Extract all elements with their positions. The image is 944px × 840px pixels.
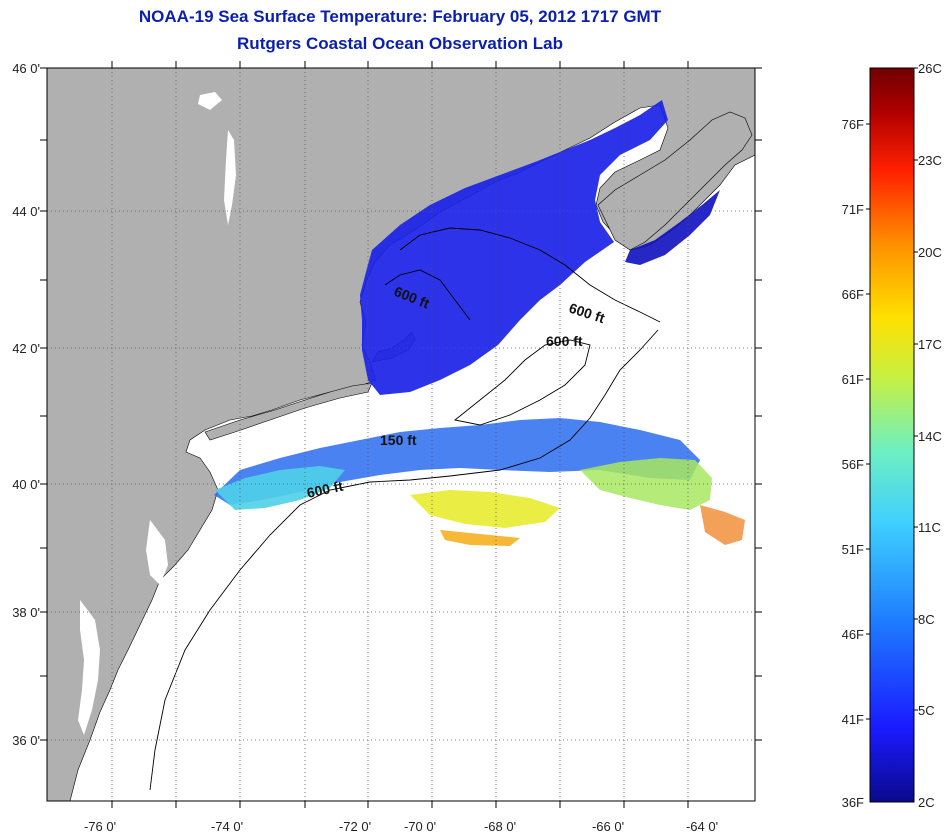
lon-label-66: -66 0' [592,819,624,834]
lon-label-68: -68 0' [484,819,516,834]
map-subtitle: Rutgers Coastal Ocean Observation Lab [237,34,563,53]
colorbar-f-label-51: 51F [842,542,864,557]
lat-label-38: 38 0' [12,605,40,620]
lat-label-40: 40 0' [12,477,40,492]
water-lake [198,92,222,110]
colorbar-f-label-41: 41F [842,712,864,727]
sst-colorbar [869,67,915,803]
lon-label-64: -64 0' [686,819,718,834]
water-lake-champlain [224,130,236,225]
sst-shelf-break-warm [215,466,345,510]
land-nova-scotia [597,111,753,251]
lat-label-36: 36 0' [12,733,40,748]
sst-south-of-cape-cod [214,418,700,505]
sst-warm-edge [440,530,520,546]
lat-label-44: 44 0' [12,204,40,219]
lon-label-74: -74 0' [211,819,243,834]
colorbar-f-label-56: 56F [842,457,864,472]
bathymetry-contours [149,227,661,791]
lat-label-46: 46 0' [12,61,40,76]
lon-label-76: -76 0' [84,819,116,834]
colorbar-f-label-36: 36F [842,795,864,810]
axis-ticks [40,61,762,808]
colorbar-f-label-76: 76F [842,117,864,132]
colorbar-c-label-17: 17C [918,337,942,352]
contour-label-shelf: 600 ft [305,478,344,501]
colorbar-f-label-61: 61F [842,372,864,387]
map-title: NOAA-19 Sea Surface Temperature: Februar… [138,7,662,26]
contour-label-georges-north: 600 ft [546,333,583,349]
colorbar-f-label-71: 71F [842,202,864,217]
sst-scotian-shelf [625,190,720,265]
lon-label-72: -72 0' [339,819,371,834]
colorbar-c-label-11: 11C [918,520,941,535]
colorbar-ticks [866,67,918,720]
lon-label-70: -70 0' [404,819,436,834]
water-delaware-bay [146,520,168,585]
colorbar-c-label-8: 8C [918,612,935,627]
water-chesapeake-bay [78,600,100,735]
contour-600ft-shelf [149,329,659,791]
colorbar-c-label-20: 20C [918,245,942,260]
contour-label-150ft: 150 ft [380,432,417,448]
sst-warm-core [410,490,560,528]
colorbar-c-label-5: 5C [918,703,935,718]
colorbar-f-label-66: 66F [842,287,864,302]
colorbar-c-label-14: 14C [918,429,942,444]
colorbar-f-label-46: 46F [842,627,864,642]
contour-600ft-gulf [399,227,661,323]
colorbar-c-label-23: 23C [918,153,942,168]
land-long-island [204,382,373,441]
lat-label-42: 42 0' [12,341,40,356]
contour-600ft-maine [384,269,471,321]
colorbar-c-label-26: 26C [918,61,942,76]
map-frame [46,67,756,802]
land-north-america [47,68,755,801]
colorbar-c-label-2: 2C [918,795,935,810]
sst-gulf-stream-east [580,458,712,510]
sst-east-patch [700,505,745,545]
contour-150ft-georges [453,339,591,426]
sst-gulf-of-maine [360,100,668,395]
